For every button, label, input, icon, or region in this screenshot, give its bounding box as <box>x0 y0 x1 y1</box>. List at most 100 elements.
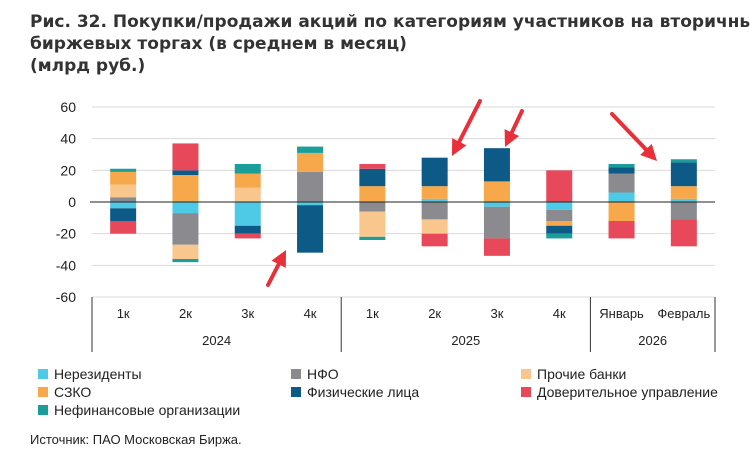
bar-segment <box>546 209 573 221</box>
bar-segment <box>421 219 448 234</box>
chart-legend: Нерезиденты НФО Прочие банки СЗКО Физические… <box>38 366 738 420</box>
legend-swatch <box>38 387 48 397</box>
annotation-arrow-shaft <box>610 112 648 152</box>
legend-label: Нефинансовые организации <box>54 402 241 418</box>
bar-segment <box>608 173 635 193</box>
x-group-label: 2025 <box>451 333 480 348</box>
annotation-arrow-head <box>271 250 286 268</box>
bar-segment <box>172 143 199 171</box>
bar-segment <box>421 202 448 220</box>
bar-segment <box>110 221 137 234</box>
x-tick-label: 2к <box>428 306 441 321</box>
bar-segment <box>483 206 510 239</box>
annotation-arrow-shaft <box>509 109 524 135</box>
annotation-arrow-shaft <box>457 99 482 144</box>
legend-item: СЗКО <box>38 384 91 400</box>
legend-label: Доверительное управление <box>537 384 718 400</box>
legend-item: Доверительное управление <box>521 384 718 400</box>
bar-segment <box>297 152 324 172</box>
y-tick-label: -20 <box>56 226 76 242</box>
legend-item: НФО <box>291 366 339 382</box>
bar-segment <box>172 202 199 214</box>
bar-segment <box>297 205 324 253</box>
y-tick-label: -40 <box>56 257 76 273</box>
x-tick-label: 1к <box>117 306 130 321</box>
bar-segment <box>608 202 635 221</box>
bar-segment <box>172 244 199 259</box>
annotation-arrow-head <box>640 143 657 161</box>
stacked-bar-chart: -60 -40 -20 0 20 40 60 1к 2к 3к 4к 2024 1к 2к 3к 4к 2025… <box>56 99 716 352</box>
legend-swatch <box>291 369 301 379</box>
legend-swatch <box>38 369 48 379</box>
bar-segment <box>359 186 386 202</box>
bar-segment <box>110 202 137 209</box>
bar-segment <box>172 170 199 176</box>
bar-segment <box>483 202 510 207</box>
legend-label: СЗКО <box>54 384 92 400</box>
legend-label: Прочие банки <box>537 366 627 382</box>
x-group-label: 2026 <box>638 333 667 348</box>
chart-title: Рис. 32. Покупки/продажи акций по катего… <box>30 11 750 77</box>
bar-segment <box>421 198 448 202</box>
x-group-label: 2024 <box>202 333 231 348</box>
y-tick-label: 20 <box>60 162 76 178</box>
legend-item: Прочие банки <box>521 366 626 382</box>
x-tick-label: 4к <box>304 306 317 321</box>
bar-segment <box>110 171 137 185</box>
bar-segment <box>421 186 448 199</box>
bar-segment <box>234 164 261 174</box>
legend-item: Нерезиденты <box>38 366 142 382</box>
bar-segment <box>172 213 199 245</box>
bar-segment <box>359 164 386 169</box>
bar-segment <box>670 186 697 199</box>
legend-swatch <box>521 369 531 379</box>
legend-label: Нерезиденты <box>54 366 142 382</box>
bar-segment <box>670 162 697 187</box>
y-tick-label: 40 <box>60 131 76 147</box>
y-tick-label: -60 <box>56 289 76 305</box>
bar-segment <box>234 173 261 188</box>
bar-segment <box>359 236 386 240</box>
legend-swatch <box>38 405 48 415</box>
x-tick-label: Февраль <box>657 306 710 321</box>
bar-segment <box>172 175 199 202</box>
bar-segment <box>110 197 137 202</box>
annotation-arrow-head <box>452 138 467 156</box>
bar-segment <box>483 148 510 182</box>
bar-segment <box>546 170 573 202</box>
bar-segment <box>670 219 697 247</box>
x-tick-label: 4к <box>553 306 566 321</box>
legend-swatch <box>521 387 531 397</box>
legend-item: Физические лица <box>291 384 419 400</box>
x-tick-label: 3к <box>490 306 503 321</box>
source-note: Источник: ПАО Московская Биржа. <box>30 432 242 447</box>
legend-label: НФО <box>307 366 339 382</box>
legend-label: Физические лица <box>307 384 420 400</box>
bar-segment <box>546 225 573 234</box>
x-tick-label: 1к <box>366 306 379 321</box>
bar-segment <box>670 202 697 220</box>
bar-segment <box>359 202 386 212</box>
legend-item: Нефинансовые организации <box>38 402 240 418</box>
bar-segment <box>110 168 137 172</box>
bar-segment <box>670 198 697 202</box>
annotation-arrow-head <box>504 129 520 147</box>
bar-segment <box>234 187 261 202</box>
x-tick-label: 3к <box>241 306 254 321</box>
bar-segment <box>421 233 448 247</box>
bar-segment <box>670 159 697 163</box>
bar-segment <box>172 259 199 263</box>
bar-segment <box>297 202 324 206</box>
bar-segment <box>608 221 635 239</box>
bar-segment <box>297 171 324 202</box>
bar-segment <box>546 221 573 226</box>
bar-segment <box>421 157 448 187</box>
bar-segment <box>546 233 573 239</box>
y-tick-label: 60 <box>60 99 76 115</box>
bar-segment <box>110 208 137 221</box>
bar-segment <box>359 211 386 237</box>
bar-segment <box>483 181 510 202</box>
bar-segment <box>234 233 261 239</box>
title-line-3: (млрд руб.) <box>30 56 146 76</box>
title-line-1: Рис. 32. Покупки/продажи акций по катего… <box>30 12 750 32</box>
